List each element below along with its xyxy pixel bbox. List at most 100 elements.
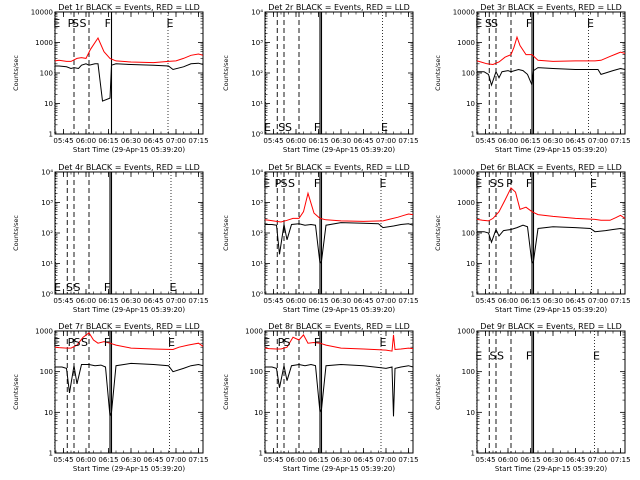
x-axis-label: Start Time (29-Apr-15 05:39:20) (73, 465, 185, 473)
chart-title: Det 5r BLACK = Events, RED = LLD (268, 163, 410, 172)
marker-label: E (380, 177, 387, 190)
y-tick-label: 1000 (35, 328, 53, 336)
y-axis-label: Counts/sec (12, 55, 20, 91)
x-tick-label: 07:15 (398, 456, 418, 464)
chart-panel-3: Det 3r BLACK = Events, RED = LLD Counts/s… (434, 3, 631, 154)
y-tick-label: 1 (471, 450, 475, 458)
y-tick-label: 1 (259, 450, 263, 458)
x-tick-label: 06:30 (331, 456, 351, 464)
marker-label: E (53, 17, 60, 30)
y-tick-label: 100 (40, 368, 53, 376)
marker-label: F (104, 336, 110, 349)
marker-label: F (526, 177, 532, 190)
plot-frame (54, 330, 204, 454)
y-tick-label: 1000 (35, 39, 53, 47)
chart-title: Det 8r BLACK = Events, RED = LLD (268, 322, 410, 331)
x-tick-label: 06:00 (498, 137, 518, 145)
y-tick-label: 10⁰ (251, 131, 263, 139)
x-tick-label: 07:15 (188, 456, 208, 464)
x-tick-label: 05:45 (53, 456, 73, 464)
x-axis-label: Start Time (29-Apr-15 05:39:20) (283, 146, 395, 154)
x-tick-label: 07:00 (166, 137, 186, 145)
marker-label: S (490, 350, 497, 363)
marker-label: S (74, 281, 81, 294)
x-axis-label: Start Time (29-Apr-15 05:39:20) (73, 146, 185, 154)
events-series-line (477, 67, 626, 87)
x-tick-label: 07:15 (610, 137, 630, 145)
lld-series-line (264, 191, 414, 223)
x-tick-label: 07:15 (610, 456, 630, 464)
y-tick-label: 1 (49, 131, 53, 139)
marker-label: E (264, 121, 271, 134)
marker-label: S (72, 17, 79, 30)
marker-label: P (275, 177, 282, 190)
lld-series-line (476, 187, 626, 222)
x-tick-label: 05:45 (53, 297, 73, 305)
marker-label: E (263, 177, 270, 190)
x-tick-label: 07:15 (610, 297, 630, 305)
marker-label: P (278, 336, 285, 349)
marker-label: E (380, 336, 387, 349)
x-tick-label: 06:30 (331, 297, 351, 305)
y-tick-label: 10 (466, 409, 475, 417)
y-tick-label: 100 (462, 70, 475, 78)
y-tick-label: 10 (254, 409, 263, 417)
plot-frame (476, 171, 626, 295)
x-tick-label: 06:45 (143, 456, 163, 464)
marker-label: F (314, 121, 320, 134)
marker-label: F (526, 17, 532, 30)
y-tick-label: 1000 (457, 39, 475, 47)
marker-label: P (68, 17, 75, 30)
marker-label: S (80, 17, 87, 30)
x-tick-label: 06:15 (520, 297, 540, 305)
marker-label: E (54, 281, 61, 294)
x-tick-label: 06:15 (308, 137, 328, 145)
x-tick-label: 06:30 (121, 456, 141, 464)
y-tick-label: 10000 (31, 9, 53, 17)
marker-label: P (506, 177, 513, 190)
marker-label: E (590, 177, 597, 190)
x-tick-label: 07:00 (588, 456, 608, 464)
x-tick-label: 06:00 (286, 297, 306, 305)
plot-frame (476, 11, 626, 135)
y-tick-label: 10000 (453, 9, 475, 17)
chart-title: Det 9r BLACK = Events, RED = LLD (480, 322, 622, 331)
x-tick-label: 06:45 (143, 137, 163, 145)
y-tick-label: 10¹ (251, 260, 263, 268)
chart-title: Det 3r BLACK = Events, RED = LLD (480, 3, 622, 12)
chart-title: Det 4r BLACK = Events, RED = LLD (58, 163, 200, 172)
y-tick-label: 10⁴ (41, 169, 53, 177)
marker-label: S (288, 177, 295, 190)
x-tick-label: 07:15 (398, 297, 418, 305)
y-axis-label: Counts/sec (12, 374, 20, 410)
lld-series-line (476, 35, 626, 66)
chart-panel-4: Det 4r BLACK = Events, RED = LLD Counts/s… (12, 163, 209, 314)
x-tick-label: 06:15 (308, 297, 328, 305)
chart-title: Det 7r BLACK = Events, RED = LLD (58, 322, 200, 331)
y-axis-label: Counts/sec (434, 374, 442, 410)
x-tick-label: 06:15 (98, 297, 118, 305)
x-tick-label: 06:45 (565, 456, 585, 464)
x-tick-label: 06:45 (353, 297, 373, 305)
y-tick-label: 10000 (453, 169, 475, 177)
y-tick-label: 10⁰ (41, 291, 53, 299)
x-tick-label: 05:45 (263, 137, 283, 145)
x-tick-label: 05:45 (263, 297, 283, 305)
x-tick-label: 06:45 (565, 297, 585, 305)
events-series-line (55, 362, 204, 417)
y-tick-label: 10³ (251, 199, 263, 207)
y-tick-label: 10 (44, 409, 53, 417)
marker-label: S (490, 177, 497, 190)
x-tick-label: 06:45 (143, 297, 163, 305)
x-tick-label: 07:00 (166, 456, 186, 464)
chart-panel-5: Det 5r BLACK = Events, RED = LLD Counts/s… (222, 163, 419, 314)
x-tick-label: 06:00 (76, 297, 96, 305)
y-tick-label: 10¹ (41, 260, 53, 268)
marker-label: E (475, 17, 482, 30)
y-tick-label: 10² (251, 70, 263, 78)
x-tick-label: 07:00 (588, 137, 608, 145)
y-axis-label: Counts/sec (434, 55, 442, 91)
x-tick-label: 06:45 (353, 137, 373, 145)
chart-panel-2: Det 2r BLACK = Events, RED = LLD Counts/s… (222, 3, 419, 154)
y-tick-label: 1000 (457, 328, 475, 336)
